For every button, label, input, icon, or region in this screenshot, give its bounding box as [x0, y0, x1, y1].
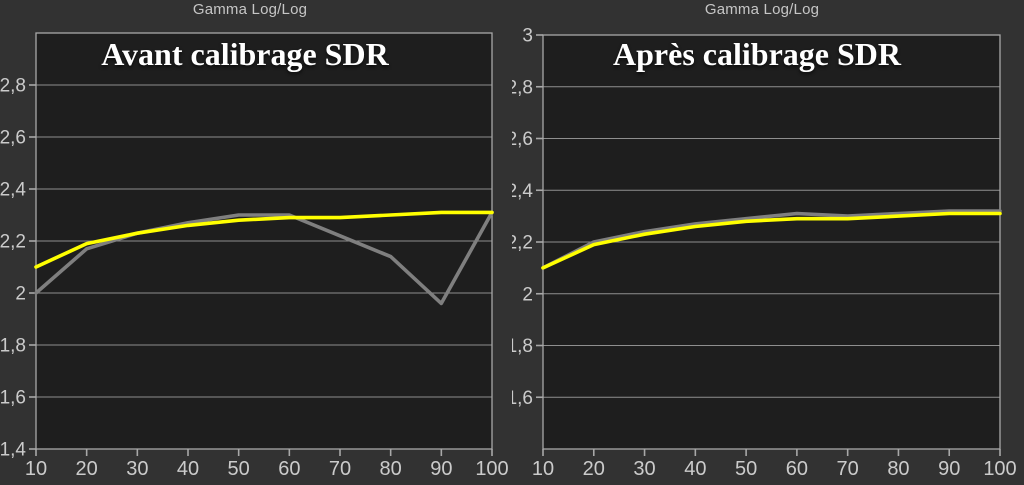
series-gamma-measured-line: [541, 209, 1002, 270]
x-tick-label: 60: [786, 458, 808, 480]
y-tick-label: 2,8: [0, 76, 26, 97]
chart-title-after: Après calibrage SDR: [613, 36, 901, 72]
y-tick-label: 1,6: [512, 388, 533, 409]
y-tick-label: 1,8: [0, 336, 26, 357]
chart-panel-before-calibration: 2,8 2,6 2,4 2,2 2 1,8 1,6 1,4 10 20 30 40 50 60 70 80 90…: [0, 1, 509, 480]
x-tick-label: 30: [126, 458, 148, 480]
y-tick-label: 2,4: [0, 180, 26, 201]
y-tick-label: 2,6: [0, 128, 26, 149]
x-tick-label: 10: [25, 458, 47, 480]
x-tick-label: 40: [177, 458, 199, 480]
x-tick-label: 80: [887, 458, 909, 480]
x-tick-label: 20: [76, 458, 98, 480]
gamma-chart-before: 2,8 2,6 2,4 2,2 2 1,8 1,6 1,410 20 30 40 50 60 70 80 90…: [0, 32, 509, 480]
x-tick-label: 20: [583, 458, 605, 480]
x-tick-label: 50: [735, 458, 757, 480]
y-tick-label: 3: [522, 26, 533, 47]
x-tick-label: 70: [329, 458, 351, 480]
x-tick-label: 10: [532, 458, 554, 480]
y-tick-label: 2,4: [512, 181, 533, 202]
x-tick-label: 90: [938, 458, 960, 480]
chart-title-before: Avant calibrage SDR: [101, 36, 389, 72]
y-tick-label: 1,8: [512, 336, 533, 357]
y-tick-label: 2,2: [0, 232, 26, 253]
y-tick-label: 1,6: [0, 388, 26, 409]
chart-axis-caption: Gamma Log/Log: [704, 1, 820, 18]
y-tick-label: 2,2: [512, 233, 533, 254]
x-tick-label: 60: [278, 458, 300, 480]
x-tick-label: 90: [430, 458, 452, 480]
y-tick-label: 2,8: [512, 77, 533, 98]
x-tick-label: 30: [633, 458, 655, 480]
x-tick-label: 100: [983, 458, 1016, 480]
gamma-chart-after: 3 2,8 2,6 2,4 2,2 2 1,8 1,6 10 20 30 40 50 60 70 80 90 10…: [512, 26, 1017, 480]
series-gamma-measured-line: [34, 210, 494, 306]
x-tick-label: 70: [837, 458, 859, 480]
x-tick-label: 100: [475, 458, 508, 480]
x-tick-label: 80: [380, 458, 402, 480]
y-tick-label: 2,6: [512, 129, 533, 150]
series-gamma-reference-line: [34, 210, 494, 269]
series-gamma-reference-line: [541, 211, 1002, 270]
y-tick-label: 1,4: [0, 440, 26, 461]
chart-panel-after-calibration: 3 2,8 2,6 2,4 2,2 2 1,8 1,6 10 20 30 40 50 60 70 80 90 10…: [512, 0, 1024, 485]
y-tick-label: 2: [15, 284, 26, 305]
y-tick-label: 2: [522, 284, 533, 305]
chart-axis-caption: Gamma Log/Log: [192, 1, 308, 18]
x-tick-label: 50: [228, 458, 250, 480]
x-tick-label: 40: [684, 458, 706, 480]
